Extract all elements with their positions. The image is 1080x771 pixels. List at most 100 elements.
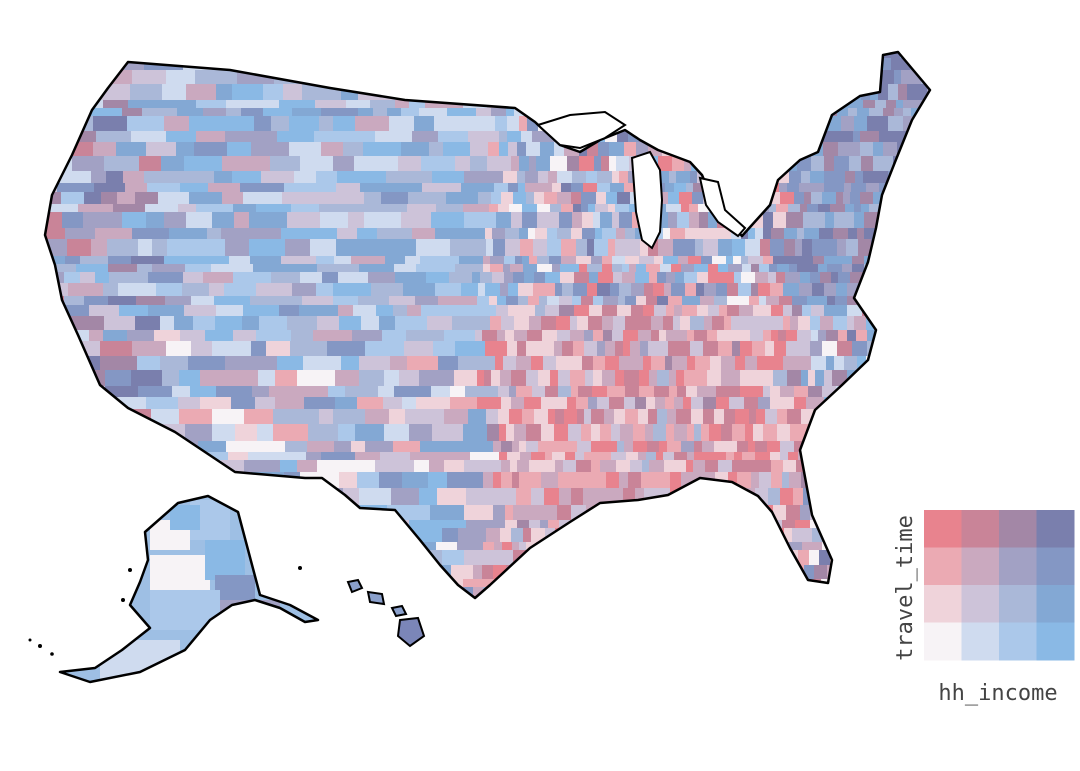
county-tile	[612, 58, 621, 70]
county-tile	[696, 283, 705, 296]
county-tile	[516, 488, 532, 505]
county-tile	[471, 70, 486, 84]
county-tile	[610, 183, 625, 192]
county-tile	[587, 264, 603, 272]
county-tile	[586, 550, 597, 565]
county-tile	[622, 264, 630, 272]
legend-cell	[999, 585, 1037, 623]
county-tile	[619, 70, 634, 84]
county-tile	[724, 441, 738, 452]
county-tile	[778, 108, 787, 116]
county-tile	[841, 116, 855, 131]
county-tile	[608, 70, 620, 84]
county-tile	[269, 40, 292, 51]
county-tile	[576, 397, 589, 409]
county-tile	[565, 579, 575, 587]
county-tile	[861, 528, 875, 542]
county-tile	[322, 528, 346, 559]
county-tile	[904, 156, 915, 171]
county-tile	[529, 460, 545, 472]
county-tile	[720, 40, 733, 48]
county-tile	[562, 100, 578, 108]
county-tile	[747, 100, 763, 108]
county-tile	[540, 520, 549, 528]
county-tile	[499, 142, 509, 156]
county-tile	[548, 409, 556, 424]
county-tile	[888, 116, 904, 131]
county-tile	[659, 171, 670, 183]
county-tile	[338, 305, 354, 317]
county-tile	[588, 397, 598, 409]
county-tile	[564, 542, 577, 550]
county-tile	[932, 239, 946, 256]
county-tile	[673, 239, 689, 256]
county-tile	[691, 409, 704, 424]
county-tile	[534, 600, 542, 610]
county-tile	[846, 212, 855, 228]
county-tile	[408, 600, 439, 618]
county-tile	[615, 204, 630, 212]
county-tile	[80, 256, 109, 266]
county-tile	[57, 100, 74, 119]
county-tile	[617, 305, 632, 316]
county-tile	[834, 356, 845, 370]
county-tile	[687, 330, 695, 341]
county-tile	[446, 192, 479, 205]
county-tile	[302, 542, 331, 559]
county-tile	[795, 520, 811, 528]
county-tile	[831, 424, 846, 441]
county-tile	[465, 58, 502, 89]
county-tile	[749, 183, 758, 192]
county-tile	[607, 460, 617, 472]
county-tile	[508, 283, 519, 296]
county-tile	[874, 370, 886, 386]
county-tile	[865, 70, 881, 84]
county-tile	[546, 587, 558, 598]
county-tile	[616, 108, 632, 116]
county-tile	[728, 264, 743, 272]
county-tile	[663, 108, 671, 116]
county-tile	[687, 142, 700, 156]
county-tile	[492, 397, 502, 409]
county-tile	[334, 256, 352, 265]
county-tile	[708, 212, 718, 228]
county-tile	[763, 330, 772, 341]
county-tile	[623, 330, 639, 341]
county-tile	[624, 183, 639, 192]
county-tile	[852, 264, 865, 272]
county-tile	[735, 356, 746, 370]
county-tile	[572, 171, 587, 183]
county-tile	[780, 488, 794, 505]
county-tile	[784, 52, 798, 58]
county-tile	[727, 386, 741, 397]
county-tile	[597, 283, 611, 296]
county-tile	[597, 183, 611, 192]
county-tile	[813, 256, 825, 264]
county-tile	[880, 156, 894, 171]
county-tile	[699, 70, 708, 84]
county-tile	[571, 183, 584, 192]
county-tile	[790, 283, 800, 296]
legend-y-axis-label: travel_time	[893, 515, 918, 661]
county-tile	[657, 370, 670, 386]
county-tile	[886, 100, 897, 108]
county-tile	[528, 58, 538, 70]
county-tile	[594, 156, 602, 171]
county-tile	[759, 579, 774, 587]
county-tile	[205, 472, 234, 491]
county-tile	[681, 204, 690, 212]
county-tile	[574, 528, 589, 542]
county-tile	[518, 565, 533, 579]
county-tile	[634, 356, 644, 370]
county-tile	[351, 256, 386, 266]
county-tile	[355, 116, 390, 135]
county-tile	[644, 52, 658, 58]
county-tile	[491, 84, 507, 100]
county-tile	[716, 386, 728, 397]
county-tile	[523, 305, 536, 316]
county-tile	[686, 386, 698, 397]
county-tile	[492, 52, 504, 58]
alaska-region	[60, 496, 318, 682]
county-tile	[513, 600, 525, 610]
county-tile	[716, 565, 725, 579]
